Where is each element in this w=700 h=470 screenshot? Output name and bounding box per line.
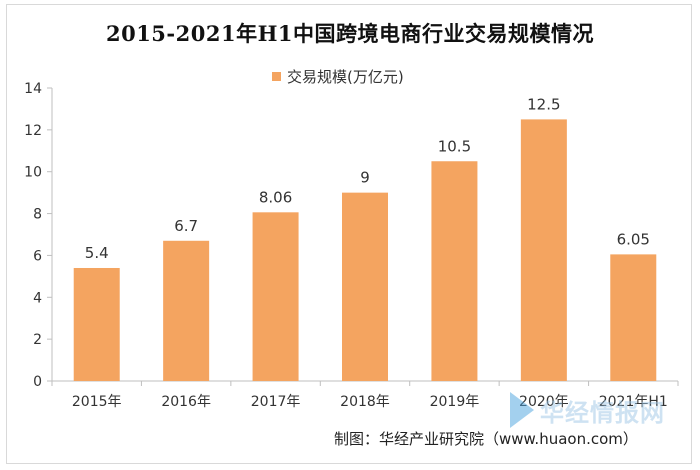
chart-legend: 交易规模(万亿元) [272, 66, 404, 87]
y-tick-label: 0 [33, 374, 42, 390]
y-tick-label: 4 [33, 290, 42, 306]
bar [610, 254, 657, 381]
y-tick-label: 6 [33, 248, 42, 264]
legend-swatch [272, 72, 281, 81]
data-label: 12.5 [527, 95, 560, 113]
watermark-logo-icon [510, 392, 534, 428]
x-tick-label: 2019年 [430, 394, 480, 410]
watermark-text: 华经情报网 [540, 398, 665, 427]
data-label: 6.05 [617, 230, 650, 248]
data-label: 6.7 [174, 217, 198, 235]
bar [252, 212, 299, 381]
bar [431, 161, 478, 381]
y-tick-label: 14 [24, 81, 42, 97]
y-tick-label: 12 [24, 123, 42, 139]
legend-label: 交易规模(万亿元) [287, 68, 404, 86]
x-tick-label: 2016年 [161, 394, 211, 410]
x-tick-label: 2015年 [72, 394, 122, 410]
chart-title: 2015-2021年H1中国跨境电商行业交易规模情况 [105, 21, 595, 46]
y-tick-label: 8 [33, 207, 42, 223]
data-label: 10.5 [438, 137, 471, 155]
bar [163, 240, 210, 381]
bar [73, 267, 120, 381]
data-label: 5.4 [85, 244, 109, 262]
y-tick-label: 10 [24, 165, 42, 181]
data-label: 8.06 [259, 188, 292, 206]
bar [342, 192, 388, 381]
y-tick-label: 2 [33, 332, 42, 348]
data-label: 9 [360, 169, 370, 187]
x-tick-label: 2021年H1 [599, 394, 668, 410]
x-tick-label: 2018年 [340, 394, 390, 410]
source-note: 制图：华经产业研究院（www.huaon.com） [334, 430, 638, 448]
x-tick-label: 2017年 [251, 394, 301, 410]
bar [520, 119, 567, 382]
watermark: 华经情报网 [510, 392, 665, 428]
